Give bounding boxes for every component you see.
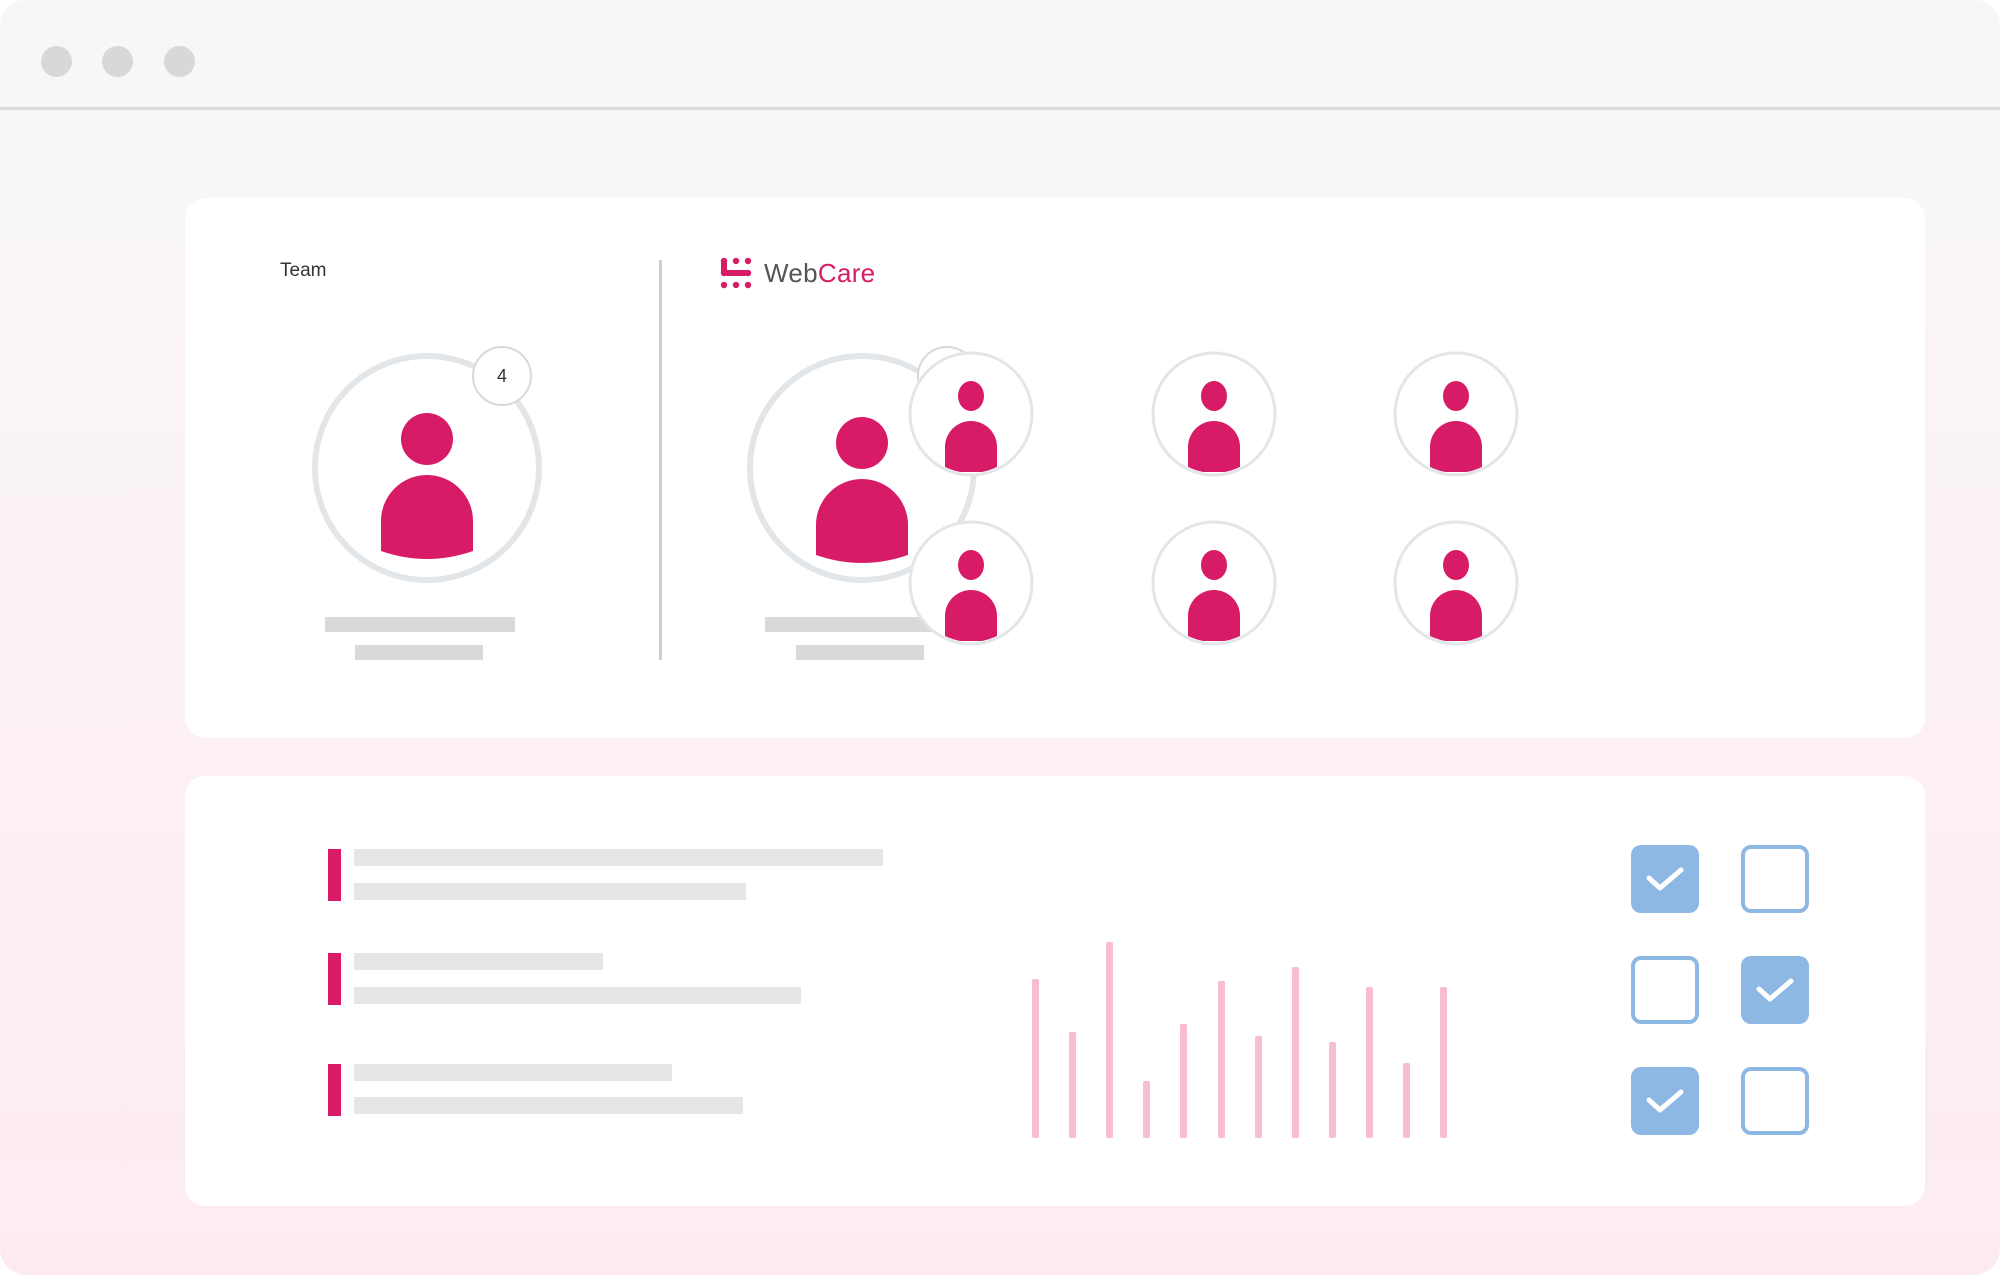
- chart-bar-8: [1292, 967, 1299, 1138]
- member-avatar-4[interactable]: [908, 520, 1034, 646]
- member-avatar-1[interactable]: [908, 351, 1034, 477]
- chart-bar-1: [1032, 979, 1039, 1138]
- window-maximize-dot[interactable]: [164, 46, 195, 77]
- chart-bar-5: [1180, 1024, 1187, 1138]
- team-label: Team: [280, 260, 327, 281]
- checkbox-1[interactable]: [1631, 845, 1699, 913]
- checkbox-6[interactable]: [1741, 1067, 1809, 1135]
- list-item-1-line-2: [354, 883, 746, 900]
- member-avatar-2[interactable]: [1151, 351, 1277, 477]
- chart-bar-11: [1403, 1063, 1410, 1138]
- webcare-brand-text: WebCare: [764, 257, 876, 288]
- chart-bar-10: [1366, 987, 1373, 1138]
- list-item-2-line-2: [354, 987, 801, 1004]
- team-card: Team 4 WebCar: [185, 198, 1925, 738]
- chart-bar-3: [1106, 942, 1113, 1138]
- webcare-logo-icon: [720, 257, 752, 289]
- window-close-dot[interactable]: [41, 46, 72, 77]
- chart-bar-6: [1218, 981, 1225, 1138]
- checkmark-icon: [1756, 978, 1794, 1002]
- chart-bar-9: [1329, 1042, 1336, 1138]
- team-role-placeholder: [355, 645, 483, 660]
- team-count-badge: 4: [472, 346, 532, 406]
- webcare-brand: WebCare: [720, 257, 875, 289]
- webcare-role-placeholder: [796, 645, 924, 660]
- chart-bar-2: [1069, 1032, 1076, 1138]
- list-item-1-line-1: [354, 849, 883, 866]
- activity-card: [185, 776, 1925, 1206]
- list-item-2-line-1: [354, 953, 603, 970]
- list-item-3-marker: [328, 1064, 341, 1116]
- checkbox-4[interactable]: [1741, 956, 1809, 1024]
- member-avatar-5[interactable]: [1151, 520, 1277, 646]
- chart-bar-7: [1255, 1036, 1262, 1138]
- checkmark-icon: [1646, 867, 1684, 891]
- title-bar: [0, 0, 2000, 110]
- checkbox-2[interactable]: [1741, 845, 1809, 913]
- member-avatar-3[interactable]: [1393, 351, 1519, 477]
- chart-bar-4: [1143, 1081, 1150, 1138]
- webcare-name-placeholder: [765, 617, 955, 632]
- list-item-3-line-2: [354, 1097, 743, 1114]
- checkbox-3[interactable]: [1631, 956, 1699, 1024]
- member-avatar-6[interactable]: [1393, 520, 1519, 646]
- window-minimize-dot[interactable]: [102, 46, 133, 77]
- checkbox-5[interactable]: [1631, 1067, 1699, 1135]
- chart-bar-12: [1440, 987, 1447, 1138]
- checkmark-icon: [1646, 1089, 1684, 1113]
- list-item-2-marker: [328, 953, 341, 1005]
- list-item-3-line-1: [354, 1064, 672, 1081]
- list-item-1-marker: [328, 849, 341, 901]
- team-name-placeholder: [325, 617, 515, 632]
- panel-divider: [659, 260, 662, 660]
- team-avatar[interactable]: [312, 353, 542, 583]
